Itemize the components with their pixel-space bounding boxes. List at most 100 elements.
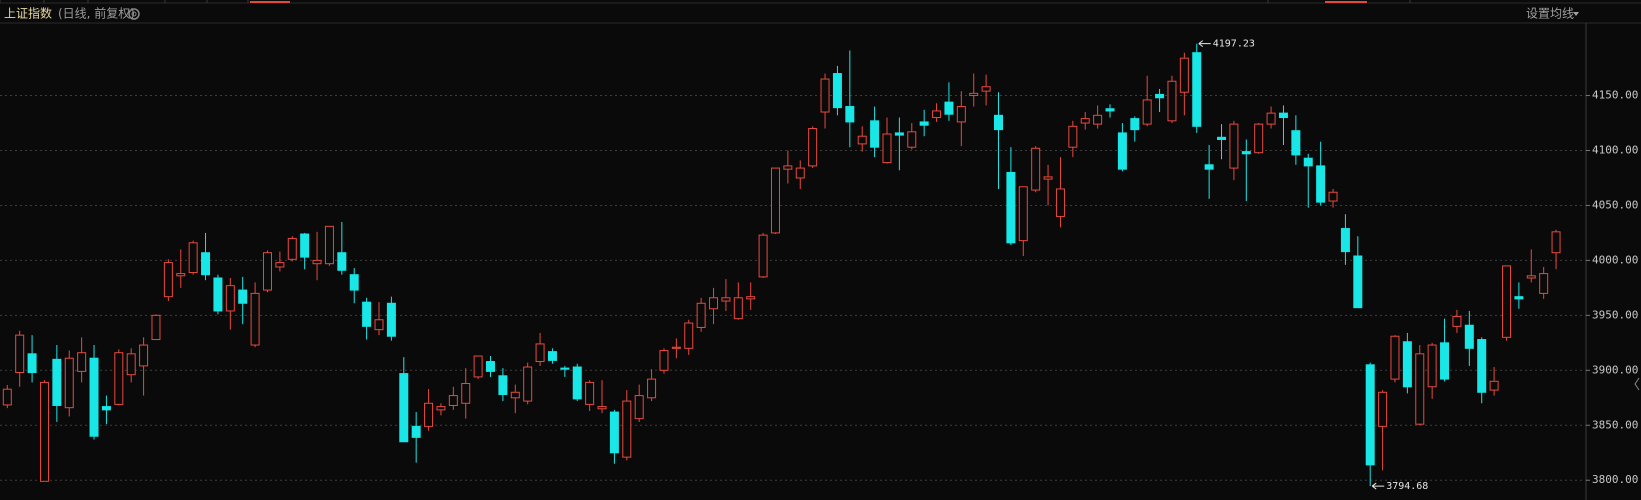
candle-body xyxy=(238,289,248,304)
candle-body xyxy=(1415,353,1425,425)
candle-body xyxy=(139,344,149,367)
candle-body xyxy=(1539,273,1549,294)
candle-body xyxy=(1130,118,1140,131)
candle-body xyxy=(684,322,694,349)
top-tabs xyxy=(0,0,1641,4)
candle-body xyxy=(324,225,334,265)
candle-body xyxy=(820,78,830,113)
candle-body xyxy=(1501,265,1511,338)
candle-body xyxy=(1229,123,1239,169)
candle-body xyxy=(1452,315,1462,327)
dropdown-arrow[interactable] xyxy=(1573,12,1579,16)
candle-body xyxy=(1055,188,1065,217)
candle-body xyxy=(894,132,904,136)
candle-body xyxy=(510,391,520,399)
candle-body xyxy=(585,381,595,405)
candle-body xyxy=(1080,118,1090,124)
side-collapse[interactable] xyxy=(1634,377,1640,391)
annotation-label: 3794.68 xyxy=(1386,481,1428,492)
candle-body xyxy=(448,395,458,406)
candle-body xyxy=(1254,123,1264,154)
candle-body xyxy=(1402,341,1412,388)
candle-body xyxy=(89,357,99,437)
candle-body xyxy=(647,378,657,399)
candle-body xyxy=(337,252,347,271)
candle-body xyxy=(349,274,359,291)
candle-body xyxy=(473,355,483,378)
candle-body xyxy=(523,366,533,402)
candle-body xyxy=(188,242,198,273)
candle-body xyxy=(77,352,87,372)
candle-body xyxy=(1291,130,1301,156)
candle-body xyxy=(151,314,161,341)
candle-body xyxy=(39,381,49,482)
y-tick-label: 4050.00 xyxy=(1592,198,1638,211)
y-tick-label: 4100.00 xyxy=(1592,143,1638,156)
candle-body xyxy=(956,106,966,123)
settings-icon[interactable] xyxy=(128,8,140,20)
y-tick-label: 4000.00 xyxy=(1592,253,1638,266)
candle-body xyxy=(1477,339,1487,393)
candle-body xyxy=(114,352,124,405)
candle-body xyxy=(1018,186,1028,242)
candle-body xyxy=(1464,324,1474,349)
candle-body xyxy=(597,406,607,410)
candle-body xyxy=(969,92,979,97)
candle-body xyxy=(832,73,842,109)
candle-body xyxy=(535,343,545,363)
candle-body xyxy=(1440,342,1450,380)
ma-settings-button[interactable]: 设置均线 xyxy=(1526,7,1574,21)
annotation-arrow xyxy=(1198,40,1211,48)
candle-body xyxy=(696,302,706,328)
candle-body xyxy=(882,133,892,164)
chart-subtitle: (日线, 前复权) xyxy=(58,6,135,21)
candle-body xyxy=(1551,231,1561,254)
candle-body xyxy=(101,406,111,411)
candle-body xyxy=(547,351,557,361)
candle-body xyxy=(609,411,619,454)
candle-body xyxy=(1179,57,1189,93)
candle-body xyxy=(783,165,793,170)
y-tick-label: 4150.00 xyxy=(1592,89,1638,102)
candle-body xyxy=(362,301,372,327)
candle-body xyxy=(1217,136,1227,141)
candle-body xyxy=(287,237,297,260)
candle-body xyxy=(622,400,632,458)
candle-body xyxy=(870,120,880,148)
annotation-label: 4197.23 xyxy=(1213,39,1255,50)
candle-body xyxy=(634,395,644,420)
candle-body xyxy=(919,121,929,126)
candle-body xyxy=(213,277,223,312)
candle-body xyxy=(386,302,396,337)
candle-body xyxy=(126,353,136,376)
candle-body xyxy=(1204,164,1214,170)
candle-body xyxy=(758,234,768,278)
candle-body xyxy=(1155,93,1165,99)
candle-body xyxy=(15,334,25,374)
candle-body xyxy=(572,366,582,400)
candle-body xyxy=(399,373,409,443)
candle-body xyxy=(1526,275,1536,279)
candle-body xyxy=(300,233,310,258)
candle-body xyxy=(857,135,867,145)
candle-body xyxy=(275,262,285,268)
candle-body xyxy=(808,128,818,167)
candle-body xyxy=(770,167,780,234)
candle-body xyxy=(944,101,954,115)
candle-body xyxy=(498,375,508,395)
chart-title: 上证指数 xyxy=(4,6,52,21)
candle-body xyxy=(845,106,855,123)
candle-body xyxy=(225,285,235,312)
candle-body xyxy=(1390,335,1400,380)
candle-body xyxy=(1142,99,1152,125)
candle-body xyxy=(907,131,917,148)
candle-body xyxy=(1167,80,1177,122)
candle-body xyxy=(1117,132,1127,170)
candle-body xyxy=(994,114,1003,131)
candle-body xyxy=(1365,364,1375,466)
candle-body xyxy=(981,86,991,92)
candle-body xyxy=(1068,125,1078,148)
candle-body xyxy=(1006,171,1016,244)
candle-body xyxy=(250,292,260,346)
